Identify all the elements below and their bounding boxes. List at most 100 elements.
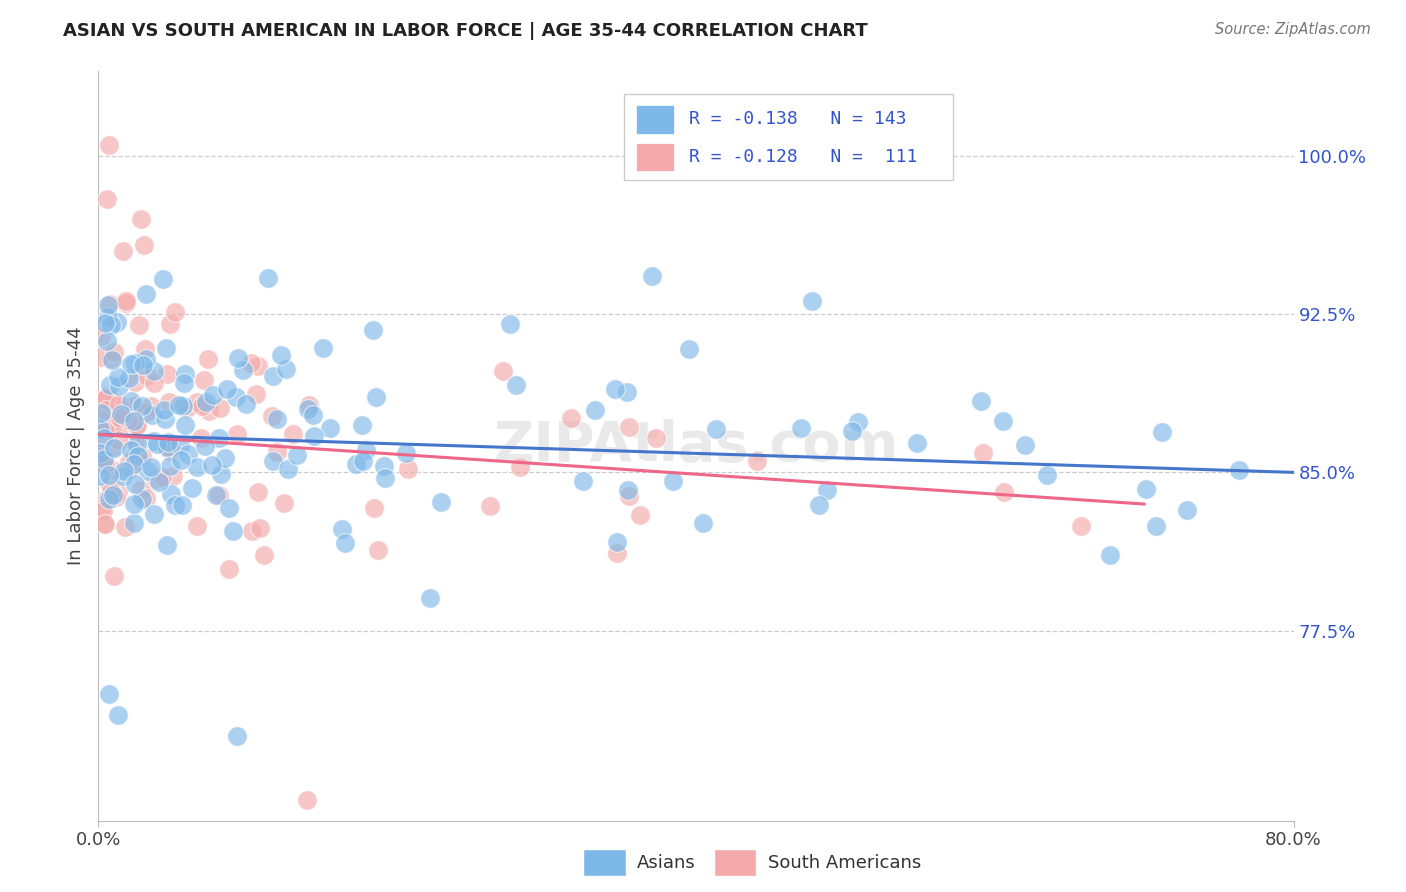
Point [972, 446, 994, 460]
Point [202, 387, 225, 401]
Point [120, 461, 142, 475]
Point [94, 402, 117, 417]
Point [298, 398, 321, 412]
Point [270, 348, 292, 362]
Point [209, 401, 232, 416]
Point [181, 481, 204, 495]
Point [194, 439, 217, 453]
Point [108, 420, 131, 434]
Point [122, 497, 145, 511]
Point [218, 562, 240, 576]
Point [96, 334, 118, 349]
Point [132, 359, 155, 373]
Point [905, 436, 928, 450]
Point [96, 192, 118, 206]
Point [141, 409, 163, 423]
Point [1175, 503, 1198, 517]
Point [801, 293, 824, 308]
Point [253, 548, 276, 562]
Point [153, 412, 176, 426]
Point [100, 417, 122, 431]
Point [186, 395, 208, 409]
Point [159, 317, 181, 331]
Point [97, 138, 120, 153]
Point [572, 474, 595, 488]
Point [135, 287, 157, 301]
Point [191, 399, 214, 413]
Point [174, 367, 197, 381]
Point [131, 399, 153, 413]
Point [350, 418, 373, 433]
Point [155, 538, 177, 552]
Point [108, 410, 131, 425]
Point [98, 468, 121, 483]
Point [112, 409, 135, 423]
Point [98, 687, 121, 701]
Point [492, 364, 515, 378]
Point [1098, 548, 1121, 562]
Point [1135, 483, 1157, 497]
Point [209, 467, 232, 481]
Point [132, 238, 155, 252]
Point [114, 520, 136, 534]
Point [344, 458, 367, 472]
Point [214, 450, 236, 465]
Point [124, 375, 146, 389]
Point [266, 444, 288, 458]
Point [89, 451, 111, 466]
Point [112, 469, 135, 483]
Point [136, 369, 159, 384]
Point [808, 498, 831, 512]
Point [228, 351, 250, 365]
Point [239, 356, 262, 370]
Point [148, 475, 170, 489]
Point [505, 378, 527, 392]
Point [122, 457, 145, 471]
Point [90, 406, 112, 420]
Point [430, 494, 453, 508]
Point [143, 507, 166, 521]
Point [145, 472, 167, 486]
Point [131, 449, 153, 463]
Point [156, 367, 179, 381]
Point [374, 471, 396, 485]
Point [302, 409, 325, 423]
Point [162, 468, 184, 483]
Point [124, 476, 146, 491]
Point [186, 519, 208, 533]
Point [152, 272, 174, 286]
Point [89, 422, 111, 436]
Point [395, 446, 418, 460]
Point [240, 524, 263, 538]
Point [333, 536, 356, 550]
Point [97, 298, 120, 312]
Point [363, 501, 385, 516]
Point [841, 424, 863, 438]
Point [266, 411, 288, 425]
Point [101, 463, 124, 477]
Point [108, 379, 131, 393]
Point [167, 398, 190, 412]
Point [692, 516, 714, 530]
Point [129, 483, 152, 498]
Point [319, 421, 342, 435]
Point [120, 442, 142, 457]
Point [509, 460, 531, 475]
Point [396, 462, 419, 476]
Point [645, 431, 668, 445]
Point [93, 431, 115, 445]
Point [89, 469, 111, 483]
Point [100, 485, 122, 500]
Point [208, 488, 231, 502]
Point [662, 474, 685, 488]
Point [560, 411, 582, 425]
Point [146, 436, 169, 450]
Point [124, 434, 146, 449]
Point [205, 488, 228, 502]
Point [93, 392, 115, 406]
Point [125, 419, 148, 434]
Point [97, 492, 120, 507]
Point [1035, 467, 1057, 482]
Point [172, 498, 194, 512]
Point [190, 431, 212, 445]
